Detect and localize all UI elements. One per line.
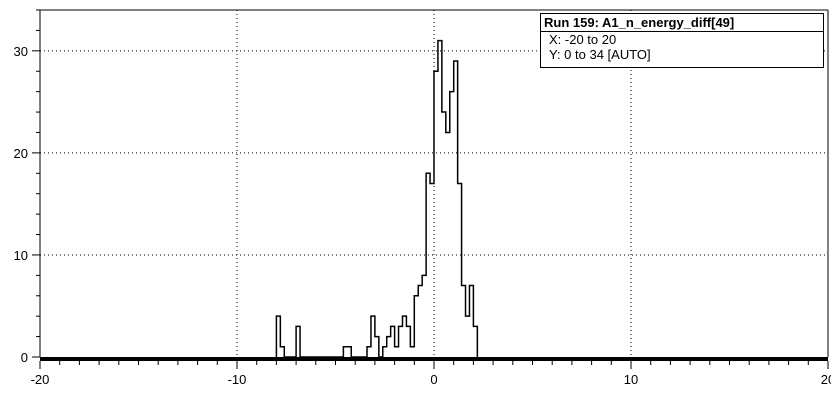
stats-box: Run 159: A1_n_energy_diff[49] X: -20 to … — [540, 13, 824, 68]
histogram-bin — [383, 347, 387, 357]
histogram-bin — [418, 286, 422, 357]
histogram-bin — [454, 61, 458, 357]
y-tick-label: 10 — [14, 248, 28, 263]
histogram-bin — [438, 41, 442, 357]
y-tick-label: 30 — [14, 44, 28, 59]
stats-title: Run 159: A1_n_energy_diff[49] — [544, 15, 735, 30]
histogram-bars — [275, 39, 479, 358]
histogram-bin — [280, 347, 284, 357]
x-tick-label: -10 — [228, 372, 247, 387]
histogram-bin — [367, 347, 371, 357]
histogram-bin — [473, 326, 477, 357]
y-tick-label: 0 — [21, 350, 28, 365]
histogram-bin — [347, 347, 351, 357]
histogram-bin — [414, 296, 418, 357]
histogram-bin — [402, 316, 406, 357]
histogram-bin — [469, 286, 473, 357]
histogram-bin — [387, 337, 391, 357]
histogram-bin — [442, 112, 446, 357]
histogram-bin — [395, 347, 399, 357]
x-tick-label: -20 — [31, 372, 50, 387]
histogram-bin — [375, 337, 379, 357]
histogram-bin — [426, 173, 430, 357]
x-tick-label: 0 — [430, 372, 437, 387]
tick-labels: -20 -10 0 10 20 0 10 20 30 — [14, 44, 831, 387]
x-tick-label: 10 — [624, 372, 638, 387]
plot-frame — [39, 9, 829, 361]
histogram-bin — [371, 316, 375, 357]
histogram-bin — [276, 316, 280, 357]
x-tick-label: 20 — [821, 372, 831, 387]
histogram-bin — [399, 326, 403, 357]
histogram-bin — [466, 316, 470, 357]
histogram-bin — [434, 71, 438, 357]
y-tick-label: 20 — [14, 146, 28, 161]
histogram-bin — [343, 347, 347, 357]
histogram-bin — [450, 92, 454, 357]
histogram-bin — [462, 286, 466, 357]
histogram-outline — [275, 39, 479, 358]
histogram-bin — [296, 326, 300, 357]
stats-separator — [541, 31, 823, 32]
histogram-bin — [446, 132, 450, 357]
x-axis-baseline — [40, 357, 828, 361]
histogram-bin — [422, 275, 426, 357]
histogram-bin — [406, 326, 410, 357]
histogram-bin — [391, 326, 395, 357]
histogram-bin — [430, 184, 434, 358]
stats-x-range: X: -20 to 20 — [549, 32, 617, 47]
histogram-bin — [458, 184, 462, 358]
stats-y-range: Y: 0 to 34 [AUTO] — [549, 47, 651, 62]
axis-ticks — [32, 9, 829, 369]
histogram-bin — [410, 347, 414, 357]
